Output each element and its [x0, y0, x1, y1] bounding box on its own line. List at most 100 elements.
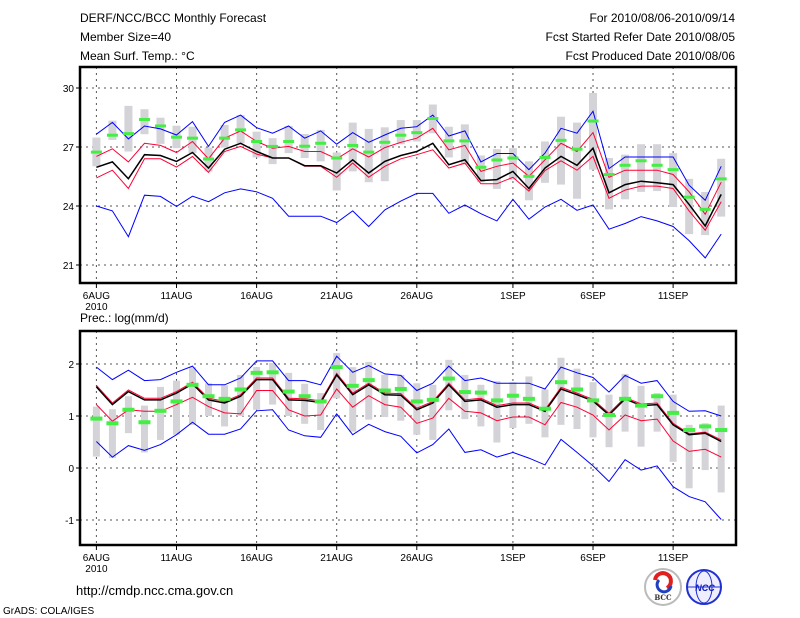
series-min-line: [96, 188, 722, 259]
green-marker: [571, 147, 583, 151]
ensemble-range-bar: [573, 368, 581, 429]
green-marker: [619, 396, 632, 401]
green-marker: [90, 150, 102, 154]
ensemble-range-bar: [380, 127, 389, 182]
x-tick-label: 11SEP: [658, 553, 689, 564]
ensemble-range-bar: [717, 405, 725, 493]
x-tick-label: 16AUG: [240, 291, 273, 302]
ensemble-range-bar: [140, 405, 148, 453]
series-min-line: [96, 409, 722, 520]
plot-frame: [78, 329, 738, 547]
series-max-line: [96, 355, 722, 417]
ensemble-range-bar: [381, 374, 389, 418]
ensemble-range-bar: [108, 409, 116, 459]
y-tick-label: 30: [63, 84, 75, 95]
x-tick-label: 16AUG: [240, 553, 273, 564]
ensemble-range-bar: [476, 155, 485, 183]
produced-date: Fcst Produced Date 2010/08/06: [566, 49, 736, 63]
green-marker: [587, 119, 599, 123]
series-max-line: [96, 110, 722, 202]
ensemble-range-bar: [173, 380, 180, 435]
green-marker: [603, 412, 616, 417]
ensemble-range-bar: [349, 367, 357, 432]
member-size: Member Size=40: [80, 30, 171, 44]
ensemble-range-bar: [557, 357, 565, 425]
x-tick-label: 6AUG: [83, 291, 110, 302]
ensemble-range-bar: [317, 393, 325, 431]
green-marker: [331, 156, 343, 160]
green-marker: [347, 143, 359, 147]
ensemble-range-bar: [461, 374, 469, 420]
green-marker: [491, 158, 503, 162]
green-marker: [186, 382, 199, 387]
x-tick-label: 21AUG: [320, 291, 353, 302]
green-marker: [554, 380, 567, 385]
ensemble-range-bar: [653, 144, 662, 192]
x-tick-label: 11AUG: [160, 553, 192, 564]
green-marker: [106, 133, 118, 137]
x-tick-label: 6SEP: [580, 291, 606, 302]
x-tick-label: 11AUG: [160, 291, 192, 302]
green-marker: [443, 139, 455, 143]
ensemble-range-bar: [669, 394, 677, 462]
ensemble-range-bar: [493, 381, 501, 443]
y-tick-label: 2: [68, 360, 74, 371]
green-marker: [458, 390, 471, 395]
green-marker: [203, 157, 215, 161]
green-marker: [522, 396, 535, 401]
plot-frame: [78, 65, 738, 285]
ensemble-range-bar: [589, 382, 597, 438]
green-marker: [267, 144, 279, 148]
variable-label: Mean Surf. Temp.: °C: [80, 49, 195, 63]
y-tick-label: -1: [65, 516, 74, 527]
ensemble-range-bar: [605, 394, 613, 448]
green-marker: [282, 389, 295, 394]
green-marker: [187, 136, 199, 140]
ensemble-range-bar: [285, 372, 293, 416]
ensemble-range-bar: [252, 131, 261, 158]
precipitation-chart: 2 1 0 -1 6AUG 11AUG 16AUG 21AUG 26AUG 1SEP 6SEP 11S…: [65, 329, 738, 575]
ensemble-range-bar: [589, 92, 598, 170]
green-marker: [346, 383, 359, 388]
bcc-logo: BCC: [644, 568, 682, 606]
green-marker: [571, 387, 583, 392]
ensemble-range-bar: [156, 117, 165, 144]
ensemble-range-bar: [653, 393, 661, 432]
green-marker: [234, 387, 247, 392]
x-tick-label: 1SEP: [500, 553, 526, 564]
ensemble-range-bar: [637, 385, 645, 447]
ensemble-range-bar: [717, 158, 726, 217]
ensemble-range-bar: [508, 148, 517, 180]
green-marker: [507, 156, 519, 160]
ensemble-range-bar: [301, 383, 309, 424]
green-marker: [699, 207, 711, 211]
green-marker: [715, 428, 728, 433]
green-marker: [474, 390, 487, 395]
green-marker: [363, 150, 375, 154]
green-marker: [523, 174, 535, 178]
footer-url[interactable]: http://cmdp.ncc.cma.gov.cn: [76, 583, 233, 598]
ensemble-range-bar: [701, 423, 709, 471]
x-tick-label: 11SEP: [658, 291, 689, 302]
ensemble-range-bar: [412, 120, 421, 142]
ensemble-range-bar: [124, 396, 132, 434]
green-marker: [667, 410, 680, 415]
series-lower-line: [96, 145, 722, 232]
green-marker: [683, 428, 696, 433]
ensemble-range-bar: [396, 120, 405, 145]
green-marker: [699, 424, 712, 429]
ensemble-range-bar: [524, 161, 533, 201]
green-marker: [362, 378, 375, 383]
ensemble-range-bar: [669, 153, 678, 207]
green-marker: [138, 420, 151, 425]
x-tick-label: 1SEP: [500, 291, 526, 302]
green-marker: [122, 407, 135, 412]
green-marker: [298, 394, 311, 399]
ensemble-range-bar: [316, 129, 325, 162]
ensemble-range-bar: [156, 386, 164, 440]
y-tick-label: 27: [63, 143, 75, 154]
green-marker: [603, 173, 615, 177]
green-marker: [106, 421, 119, 426]
green-marker: [283, 139, 295, 143]
figure-title: DERF/NCC/BCC Monthly Forecast: [80, 11, 267, 25]
